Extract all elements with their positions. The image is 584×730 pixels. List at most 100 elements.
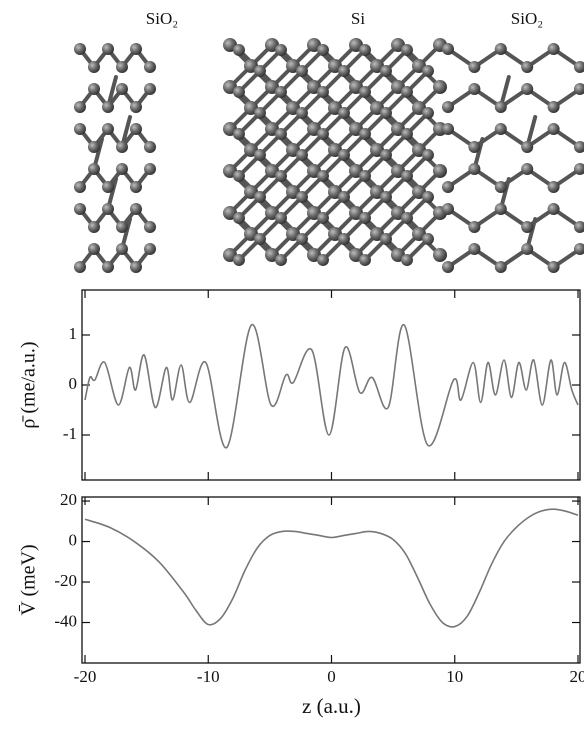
atom <box>116 221 128 233</box>
atom <box>275 170 287 182</box>
atom <box>296 233 308 245</box>
atom <box>521 61 534 73</box>
atom <box>574 243 584 255</box>
atom <box>422 191 434 203</box>
atom <box>317 86 329 98</box>
y-tick-label: 0 <box>69 530 78 549</box>
atom <box>275 254 287 266</box>
atom <box>547 261 560 273</box>
data-line <box>84 508 579 628</box>
atom <box>401 254 413 266</box>
atom <box>233 170 245 182</box>
x-axis-label: z (a.u.) <box>302 694 361 718</box>
atom <box>380 191 392 203</box>
atom <box>521 83 534 95</box>
atom <box>547 203 560 215</box>
atom <box>547 101 560 113</box>
atom <box>547 43 560 55</box>
atom <box>254 233 266 245</box>
atom <box>574 61 584 73</box>
atom <box>102 203 114 215</box>
atom <box>422 149 434 161</box>
atom <box>74 261 86 273</box>
atom <box>254 65 266 77</box>
atom <box>74 101 86 113</box>
atom <box>422 107 434 119</box>
atom <box>574 83 584 95</box>
atom <box>102 101 114 113</box>
y-tick-label: -20 <box>54 571 77 590</box>
structure <box>74 38 584 273</box>
atom <box>494 101 507 113</box>
atom <box>88 83 100 95</box>
y-axis-label: ρ̄ (me/a.u.) <box>18 341 40 428</box>
atom <box>442 203 454 215</box>
atom <box>574 221 584 233</box>
atom <box>468 83 481 95</box>
y-tick-label: -40 <box>54 611 77 630</box>
atom <box>442 181 454 193</box>
atom <box>74 43 86 55</box>
atom <box>359 44 371 56</box>
atom <box>116 163 128 175</box>
atom <box>144 163 156 175</box>
atom <box>254 107 266 119</box>
atom <box>296 65 308 77</box>
atom <box>254 191 266 203</box>
atom <box>130 123 142 135</box>
atom <box>401 44 413 56</box>
atom <box>317 128 329 140</box>
atom <box>275 86 287 98</box>
atom <box>401 170 413 182</box>
atom <box>574 163 584 175</box>
atom <box>574 141 584 153</box>
atom <box>521 221 534 233</box>
atom <box>130 203 142 215</box>
atom <box>359 128 371 140</box>
atom <box>547 123 560 135</box>
x-tick-label: 20 <box>570 667 584 686</box>
atom <box>88 221 100 233</box>
atom <box>521 141 534 153</box>
atom <box>116 243 128 255</box>
atom <box>275 128 287 140</box>
y-tick-label: -1 <box>63 424 77 443</box>
atom <box>102 181 114 193</box>
atom <box>88 243 100 255</box>
atom <box>102 261 114 273</box>
atom <box>433 248 447 262</box>
atom <box>296 149 308 161</box>
atom <box>494 123 507 135</box>
atom <box>296 107 308 119</box>
atom <box>102 123 114 135</box>
atom <box>317 212 329 224</box>
atom <box>130 181 142 193</box>
x-tick-label: 0 <box>327 667 336 686</box>
atom <box>401 128 413 140</box>
y-tick-label: 0 <box>69 374 78 393</box>
atom <box>144 83 156 95</box>
x-tick-label: -10 <box>197 667 220 686</box>
atom <box>338 149 350 161</box>
atom <box>494 181 507 193</box>
atom <box>442 43 454 55</box>
atom <box>547 181 560 193</box>
atom <box>442 261 454 273</box>
atom <box>359 212 371 224</box>
plot-frame <box>81 496 581 664</box>
atom <box>521 243 534 255</box>
y-tick-label: 1 <box>69 324 78 343</box>
y-axis-label: V̄ (meV) <box>18 544 40 615</box>
atom <box>317 170 329 182</box>
x-tick-label: -20 <box>74 667 97 686</box>
atom <box>422 233 434 245</box>
atom <box>275 44 287 56</box>
atom <box>233 44 245 56</box>
atom <box>275 212 287 224</box>
atom <box>338 65 350 77</box>
atom <box>380 233 392 245</box>
x-tick-label: 10 <box>446 667 463 686</box>
atom <box>116 141 128 153</box>
atom <box>338 191 350 203</box>
atom <box>74 123 86 135</box>
